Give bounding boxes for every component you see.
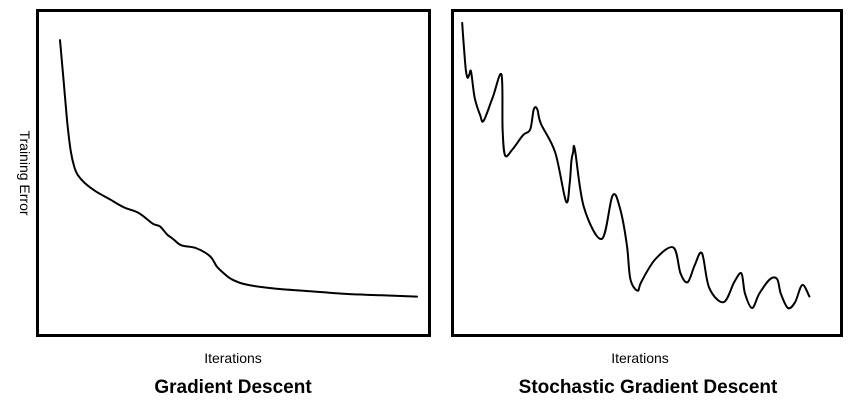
sgd-x-axis-label: Iterations — [611, 350, 669, 366]
gd-x-axis-label: Iterations — [204, 350, 262, 366]
sgd-chart-title: Stochastic Gradient Descent — [519, 377, 778, 398]
sgd-plot-frame — [451, 9, 843, 337]
sgd-chart: Iterations Stochastic Gradient Descent — [451, 9, 843, 398]
gd-plot-frame — [36, 9, 431, 337]
gd-chart-title: Gradient Descent — [154, 377, 312, 398]
gd-y-axis-label: Training Error — [17, 130, 33, 215]
gradient-descent-chart: Training Error Iterations Gradient Desce… — [17, 9, 431, 398]
sgd-series-line — [461, 21, 811, 310]
gd-series-line — [59, 39, 418, 298]
